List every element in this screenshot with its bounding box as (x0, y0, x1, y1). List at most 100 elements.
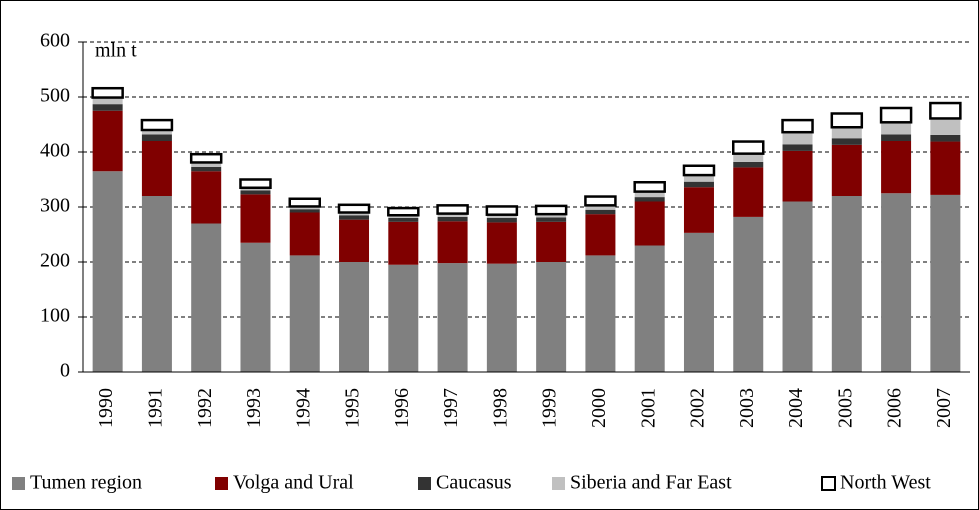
bar-segment (536, 214, 567, 218)
bar-segment (536, 262, 567, 372)
bar-segment (289, 255, 320, 372)
bar-segment (536, 221, 567, 262)
bar-segment (683, 232, 714, 372)
x-tick-label: 2005 (834, 388, 856, 428)
bar-segment (388, 221, 419, 265)
bar-segment (831, 196, 862, 372)
x-tick-label: 1994 (292, 388, 314, 428)
bar-segment (881, 141, 912, 194)
bar-segment (683, 175, 714, 182)
bar-segment (191, 223, 222, 372)
x-tick-label: 1996 (391, 388, 413, 428)
legend-label: Caucasus (436, 472, 512, 494)
bar-segment (486, 222, 517, 264)
bar-segment (930, 134, 961, 142)
bar-segment (339, 212, 370, 216)
x-tick-label: 2000 (588, 388, 610, 428)
bar-segment (930, 118, 961, 135)
bar-segment (831, 138, 862, 145)
bar-segment (189, 152, 223, 164)
y-tick-label: 400 (40, 140, 70, 162)
bar-segment (930, 141, 961, 195)
x-tick-label: 1992 (194, 388, 216, 428)
legend-swatch (215, 477, 228, 490)
bar-segment (289, 212, 320, 256)
bar-segment (781, 118, 814, 134)
bar-segment (683, 181, 714, 188)
bar-segment (436, 204, 469, 215)
x-tick-label: 2003 (736, 388, 758, 428)
y-tick-label: 600 (40, 30, 70, 52)
y-tick-label: 200 (40, 250, 70, 272)
bar-segment (634, 191, 665, 198)
bar-segment (585, 209, 616, 215)
legend-swatch (552, 477, 565, 490)
bar-segment (881, 122, 912, 135)
bar-segment (634, 201, 665, 246)
bar-segment (141, 130, 172, 135)
bar-segment (240, 194, 271, 243)
bar-segment (486, 263, 517, 372)
bar-segment (140, 118, 174, 132)
bar-segment (634, 245, 665, 372)
legend-swatch (821, 476, 836, 491)
bar-segment (191, 171, 222, 224)
legend-label: North West (840, 472, 931, 494)
y-tick-label: 0 (60, 360, 70, 382)
bar-segment (585, 255, 616, 372)
bar-segment (486, 214, 517, 218)
bar-segment (733, 161, 764, 168)
bar-segment (240, 190, 271, 195)
bar-segment (486, 218, 517, 223)
bar-segment (339, 219, 370, 262)
bar-segment (388, 218, 419, 222)
bar-segment (339, 262, 370, 372)
y-tick-label: 300 (40, 195, 70, 217)
bar-segment (733, 153, 764, 162)
bar-segment (141, 134, 172, 141)
bar-segment (240, 242, 271, 372)
y-tick-label: 500 (40, 85, 70, 107)
bar-segment (831, 144, 862, 196)
bar-segment (683, 187, 714, 233)
bar-segment (534, 204, 568, 216)
bar-segment (682, 164, 716, 177)
bar-segment (339, 215, 370, 220)
bar-segment (437, 263, 468, 372)
legend-label: Siberia and Far East (570, 472, 732, 494)
legend-swatch (12, 477, 25, 490)
x-tick-label: 1993 (243, 388, 265, 428)
bar-segment (387, 206, 420, 217)
x-tick-label: 1999 (539, 388, 561, 428)
bar-segment (92, 110, 123, 172)
x-tick-label: 2006 (884, 388, 906, 428)
bar-segment (191, 162, 222, 167)
bar-segment (92, 104, 123, 111)
bar-segment (929, 101, 962, 120)
x-tick-label: 2002 (687, 388, 709, 428)
bar-segment (437, 213, 468, 217)
bar-segment (485, 205, 519, 216)
bar-segment (91, 86, 124, 99)
legend-swatch (418, 477, 431, 490)
bar-segment (782, 201, 813, 372)
x-tick-label: 1995 (342, 388, 364, 428)
bar-segment (92, 171, 123, 372)
x-tick-label: 1997 (440, 388, 462, 428)
x-tick-label: 1990 (95, 388, 117, 428)
bar-segment (92, 97, 123, 105)
x-tick-label: 1991 (145, 388, 167, 428)
bar-segment (634, 197, 665, 202)
legend-label: Tumen region (30, 472, 142, 494)
bar-segment (288, 197, 321, 208)
bar-segment (732, 140, 765, 155)
bar-segment (782, 144, 813, 151)
bar-segment (584, 195, 617, 207)
bar-segment (881, 134, 912, 141)
x-tick-label: 1998 (489, 388, 511, 428)
bar-segment (437, 221, 468, 264)
unit-annotation: mln t (95, 40, 137, 62)
bar-segment (239, 178, 272, 189)
bar-segment (733, 216, 764, 372)
